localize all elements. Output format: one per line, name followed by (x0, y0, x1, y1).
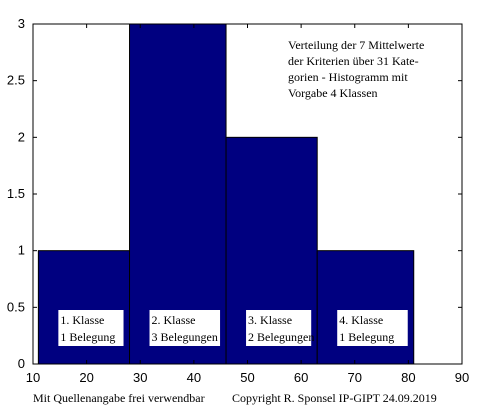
footer-left: Mit Quellenangabe frei verwendbar (33, 391, 205, 405)
y-tick-label: 1 (18, 243, 25, 258)
y-tick-label: 3 (18, 16, 25, 31)
x-tick-label: 50 (240, 370, 254, 385)
bar-label-count-1: 1 Belegung (60, 330, 115, 344)
bar-label-box-3 (246, 310, 312, 346)
x-tick-label: 40 (187, 370, 201, 385)
x-tick-label: 20 (79, 370, 93, 385)
bar-label-class-3: 3. Klasse (248, 313, 292, 327)
y-tick-label: 2 (18, 129, 25, 144)
y-tick-label: 1.5 (7, 186, 25, 201)
bar-label-count-3: 2 Belegungen (248, 330, 314, 344)
annotation-line-2: der Kriterien über 31 Kate- (288, 54, 419, 68)
bar-label-box-2 (149, 310, 221, 346)
y-tick-label: 0 (18, 356, 25, 371)
annotation-line-4: Vorgabe 4 Klassen (288, 86, 378, 100)
x-tick-label: 60 (294, 370, 308, 385)
y-tick-label: 0.5 (7, 299, 25, 314)
histogram-bar-2 (129, 23, 227, 365)
bar-label-class-2: 2. Klasse (152, 313, 196, 327)
histogram-bar-4 (316, 250, 415, 365)
x-tick-label: 70 (348, 370, 362, 385)
bar-label-class-4: 4. Klasse (339, 313, 383, 327)
bar-label-count-4: 1 Belegung (339, 330, 394, 344)
footer-right: Copyright R. Sponsel IP-GIPT 24.09.2019 (232, 391, 437, 405)
x-tick-label: 80 (401, 370, 415, 385)
annotation-line-3: gorien - Histogramm mit (288, 70, 408, 84)
bar-label-count-2: 3 Belegungen (152, 330, 218, 344)
x-tick-label: 10 (26, 370, 40, 385)
x-tick-label: 90 (455, 370, 469, 385)
bar-label-class-1: 1. Klasse (60, 313, 104, 327)
histogram-bar-1 (37, 250, 131, 365)
y-tick-label: 2.5 (7, 73, 25, 88)
x-tick-label: 30 (133, 370, 147, 385)
annotation-line-1: Verteilung der 7 Mittelwerte (288, 38, 424, 52)
bar-label-box-4 (337, 310, 408, 346)
bar-label-box-1 (58, 310, 124, 346)
